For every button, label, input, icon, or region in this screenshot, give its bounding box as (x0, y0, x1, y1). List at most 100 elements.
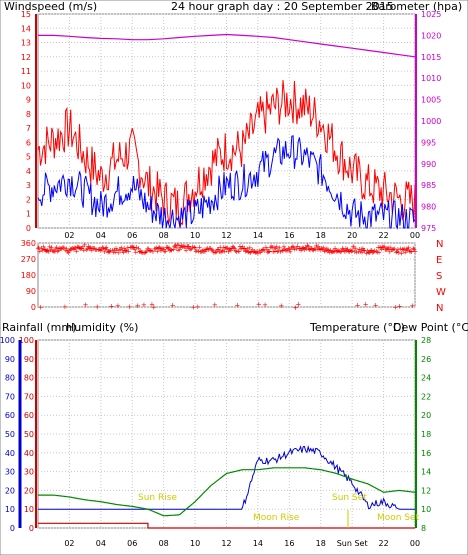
direction-point: + (161, 246, 167, 254)
direction-point: + (145, 245, 151, 253)
direction-point: + (328, 246, 334, 254)
direction-point: + (380, 243, 386, 251)
direction-point: + (139, 248, 145, 256)
direction-point: + (387, 248, 393, 256)
direction-point: + (151, 303, 157, 311)
direction-point: + (232, 245, 238, 253)
direction-point: + (45, 247, 51, 255)
direction-point: + (294, 243, 300, 251)
direction-point: + (192, 244, 198, 252)
direction-point: + (218, 249, 224, 257)
direction-point: + (382, 243, 388, 251)
direction-point: + (94, 303, 100, 311)
direction-point: + (136, 248, 142, 256)
direction-point: + (303, 245, 309, 253)
direction-point: + (154, 244, 160, 252)
direction-point: + (242, 244, 248, 252)
humidity-axis-title: Humidity (%) (66, 321, 138, 334)
direction-point: + (361, 247, 367, 255)
direction-point: + (200, 248, 206, 256)
direction-point: + (317, 245, 323, 253)
direction-point: + (42, 246, 48, 254)
direction-point: + (333, 247, 339, 255)
direction-tick-label: 90 (26, 287, 36, 296)
rainfall-line (38, 522, 415, 529)
direction-point: + (398, 245, 404, 253)
direction-point: + (346, 247, 352, 255)
direction-point: + (406, 244, 412, 252)
direction-point: + (401, 245, 407, 253)
direction-point: + (64, 245, 70, 253)
temperature-tick-label: 22 (421, 392, 431, 401)
direction-point: + (255, 250, 261, 258)
direction-point: + (88, 244, 94, 252)
gust-line (37, 135, 416, 230)
direction-point: + (320, 245, 326, 253)
direction-point: + (326, 247, 332, 255)
direction-point: + (131, 244, 137, 252)
direction-point: + (189, 243, 195, 251)
direction-point: + (369, 247, 375, 255)
direction-point: + (366, 249, 372, 257)
direction-point: + (103, 244, 109, 252)
direction-point: + (90, 244, 96, 252)
direction-point: + (84, 245, 90, 253)
sun-rise-label: Sun Rise (138, 493, 177, 503)
hour-tick-label: 18 (316, 539, 326, 548)
barometer-tick-label: 980 (421, 203, 436, 212)
direction-point: + (257, 247, 263, 255)
windspeed-tick-label: 0 (26, 224, 31, 233)
direction-point: + (201, 246, 207, 254)
direction-point: + (66, 246, 72, 254)
direction-point: + (261, 247, 267, 255)
direction-point: + (211, 249, 217, 257)
direction-point: + (267, 247, 273, 255)
humidity-tick-label: 30 (5, 468, 15, 477)
direction-point: + (306, 245, 312, 253)
direction-point: + (356, 246, 362, 254)
direction-point: + (190, 303, 196, 311)
direction-point: + (399, 245, 405, 253)
direction-point: + (364, 249, 370, 257)
direction-point: + (221, 243, 227, 251)
direction-point: + (318, 246, 324, 254)
direction-point: + (410, 245, 416, 253)
rainfall-tick-label: 40 (24, 449, 34, 458)
direction-point: + (220, 247, 226, 255)
direction-point: + (87, 243, 93, 251)
rainfall-tick-label: 70 (24, 392, 34, 401)
direction-point: + (67, 245, 73, 253)
hour-tick-label: 20 (347, 231, 357, 240)
barometer-axis-title: Barometer (hpa) (371, 0, 462, 13)
barometer-tick-label: 1020 (421, 31, 441, 40)
direction-point: + (240, 243, 246, 251)
direction-point: + (355, 301, 361, 309)
direction-point: + (198, 248, 204, 256)
direction-point: + (302, 246, 308, 254)
direction-point: + (216, 248, 222, 256)
direction-point: + (254, 247, 260, 255)
direction-point: + (382, 246, 388, 254)
direction-point: + (248, 249, 254, 257)
direction-point: + (176, 241, 182, 249)
compass-tick-label: S (436, 271, 442, 282)
direction-point: + (93, 246, 99, 254)
rainfall-tick-label: 0 (29, 524, 34, 533)
direction-point: + (169, 246, 175, 254)
direction-point: + (365, 249, 371, 257)
direction-point: + (296, 245, 302, 253)
direction-point: + (277, 248, 283, 256)
direction-point: + (353, 245, 359, 253)
direction-point: + (119, 247, 125, 255)
rainfall-tick-label: 100 (19, 336, 34, 345)
direction-point: + (79, 244, 85, 252)
direction-point: + (270, 248, 276, 256)
direction-point: + (341, 247, 347, 255)
direction-point: + (271, 244, 277, 252)
direction-point: + (149, 301, 155, 309)
hour-tick-label: 00 (410, 539, 420, 548)
direction-point: + (227, 245, 233, 253)
direction-point: + (121, 244, 127, 252)
direction-point: + (362, 247, 368, 255)
direction-point: + (244, 245, 250, 253)
